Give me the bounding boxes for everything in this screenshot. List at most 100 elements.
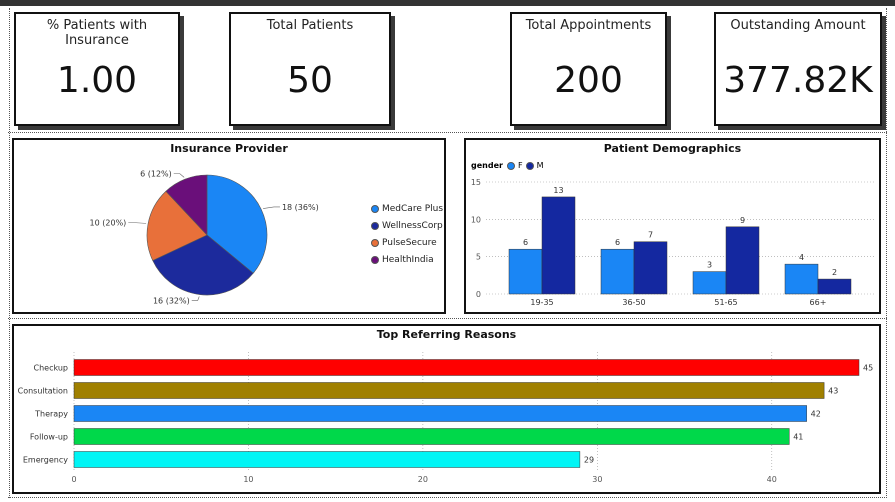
bar-consultation[interactable]	[73, 382, 825, 399]
y-tick-label: 5	[476, 253, 481, 262]
x-tick-label: 40	[767, 475, 777, 484]
bar-data-label: 2	[832, 268, 837, 277]
bar-data-label: 4	[799, 253, 804, 262]
bar-data-label: 13	[553, 186, 563, 195]
legend-item-wellnesscorp[interactable]: WellnessCorp	[371, 221, 443, 231]
pie-slice-pulsesecure[interactable]	[146, 190, 208, 261]
legend-label: WellnessCorp	[382, 221, 443, 231]
bar-M-19-35[interactable]	[541, 196, 576, 295]
y-category-label: Checkup	[33, 364, 68, 373]
kpi-title: % Patients with Insurance	[46, 18, 148, 48]
legend-dot-icon	[371, 239, 379, 247]
legend-dot-icon	[525, 161, 534, 170]
pie-data-label: 18 (36%)	[282, 203, 319, 212]
pie-data-label: 6 (12%)	[140, 170, 172, 179]
x-tick-label: 19-35	[530, 298, 553, 307]
kpi-card-insurance[interactable]: % Patients with Insurance 1.00	[14, 12, 180, 126]
bar-data-label: 41	[793, 433, 803, 442]
bar-therapy[interactable]	[73, 405, 807, 422]
bar-F-51-65[interactable]	[692, 271, 727, 295]
kpi-card-total-appointments[interactable]: Total Appointments 200	[510, 12, 667, 126]
bar-F-36-50[interactable]	[600, 248, 635, 295]
pie-slice-wellnesscorp[interactable]	[152, 234, 254, 296]
pie-slice-healthindia[interactable]	[165, 174, 208, 236]
bar-checkup[interactable]	[73, 359, 860, 376]
kpi-value: 50	[287, 60, 333, 101]
x-tick-label: 20	[418, 475, 428, 484]
legend-label[interactable]: F	[517, 161, 523, 170]
section-divider	[9, 8, 10, 498]
legend-label: PulseSecure	[382, 238, 437, 248]
referring-reasons-bar-chart[interactable]: 0 10 20 30 40 Checkup 45 Consultation 43 Therapy 4…	[14, 326, 879, 492]
legend-item-healthindia[interactable]: HealthIndia	[371, 255, 434, 265]
section-divider	[886, 8, 887, 498]
pie-slice-medcare-plus[interactable]	[206, 174, 268, 274]
y-category-label: Therapy	[34, 410, 68, 419]
bar-data-label: 6	[523, 238, 528, 247]
legend-dot-icon	[371, 222, 379, 230]
legend-item-pulsesecure[interactable]: PulseSecure	[371, 238, 437, 248]
bar-data-label: 29	[584, 456, 594, 465]
bar-data-label: 6	[615, 238, 620, 247]
y-tick-label: 0	[476, 290, 481, 299]
bar-M-66+[interactable]	[817, 278, 852, 295]
bar-emergency[interactable]	[73, 451, 581, 468]
x-tick-label: 51-65	[714, 298, 737, 307]
insurance-provider-panel[interactable]: Insurance Provider 18 (36%) 16 (32%) 10 (2…	[12, 138, 446, 314]
bar-F-19-35[interactable]	[508, 248, 543, 295]
section-divider	[8, 318, 887, 319]
panel-title: Top Referring Reasons	[376, 328, 517, 341]
panel-title: Insurance Provider	[170, 142, 288, 155]
pie-leader-line	[263, 206, 280, 209]
gender-legend: gender F M	[471, 161, 543, 170]
x-tick-label: 36-50	[622, 298, 645, 307]
y-category-label: Follow-up	[30, 433, 68, 442]
top-referring-reasons-panel[interactable]: Top Referring Reasons 0 10 20 30 40 Checkup 45…	[12, 324, 881, 494]
pie-data-label: 10 (20%)	[90, 219, 127, 228]
y-category-label: Consultation	[18, 387, 68, 396]
kpi-value: 377.82K	[723, 60, 873, 101]
pie-leader-line	[173, 173, 185, 178]
bar-F-66+[interactable]	[784, 263, 819, 295]
kpi-title: Outstanding Amount	[730, 18, 866, 33]
legend-label: HealthIndia	[382, 255, 434, 265]
pie-leader-line	[128, 222, 147, 224]
x-tick-label: 10	[243, 475, 253, 484]
bar-data-label: 9	[740, 216, 745, 225]
y-category-label: Emergency	[23, 456, 68, 465]
kpi-title: Total Patients	[266, 18, 354, 33]
kpi-value: 1.00	[56, 60, 138, 101]
pie-leader-line	[191, 296, 200, 301]
legend-label: MedCare Plus	[382, 204, 444, 214]
patient-demographics-panel[interactable]: Patient Demographics gender F M 0 5 10 15 6 1…	[464, 138, 881, 314]
x-tick-label: 66+	[810, 298, 827, 307]
insurance-pie-chart[interactable]: 18 (36%) 16 (32%) 10 (20%) 6 (12%)	[14, 140, 444, 312]
bar-data-label: 3	[707, 261, 712, 270]
legend-item-medcare-plus[interactable]: MedCare Plus	[371, 204, 443, 214]
section-divider	[8, 132, 887, 133]
section-divider	[8, 497, 887, 498]
legend-label[interactable]: M	[536, 161, 544, 170]
bar-M-51-65[interactable]	[725, 226, 760, 295]
bar-data-label: 45	[863, 364, 873, 373]
legend-dot-icon	[371, 256, 379, 264]
legend-title: gender	[471, 161, 503, 170]
bar-data-label: 7	[648, 231, 653, 240]
bar-follow-up[interactable]	[73, 428, 790, 445]
kpi-card-total-patients[interactable]: Total Patients 50	[229, 12, 391, 126]
y-tick-label: 15	[471, 178, 481, 187]
y-tick-label: 10	[471, 215, 481, 224]
bar-data-label: 42	[811, 410, 821, 419]
kpi-value: 200	[554, 60, 623, 101]
x-tick-label: 0	[71, 475, 76, 484]
bar-M-36-50[interactable]	[633, 241, 668, 295]
kpi-title: Total Appointments	[525, 18, 652, 33]
top-bar	[0, 0, 895, 6]
panel-title: Patient Demographics	[603, 142, 742, 155]
kpi-card-outstanding-amount[interactable]: Outstanding Amount 377.82K	[714, 12, 882, 126]
demographics-bar-chart[interactable]: 0 5 10 15 6 13 19-35 6 7 36-50 3 9 51-65 4 2 66+	[466, 140, 879, 312]
pie-data-label: 16 (32%)	[153, 296, 190, 305]
bar-data-label: 43	[828, 387, 838, 396]
legend-dot-icon	[371, 205, 379, 213]
x-tick-label: 30	[592, 475, 602, 484]
